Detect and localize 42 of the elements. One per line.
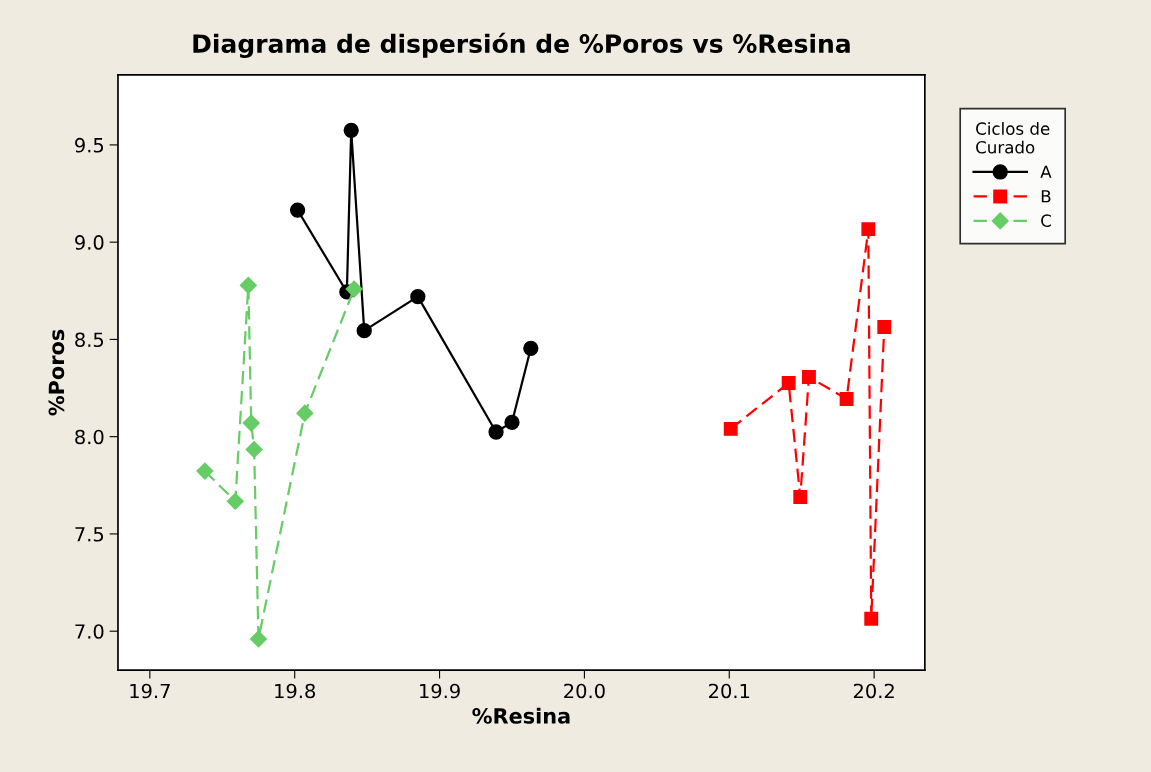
point xyxy=(245,440,263,459)
y-tick-label: 9.0 xyxy=(75,235,104,250)
point xyxy=(793,490,808,504)
point xyxy=(488,424,504,440)
legend-title: Ciclos de Curado xyxy=(976,122,1050,154)
chart-title: Diagrama de dispersión de %Poros vs %Resina xyxy=(193,32,850,59)
x-tick-label: 20.0 xyxy=(564,683,605,699)
y-tick-label: 7.0 xyxy=(75,624,104,639)
point xyxy=(249,630,268,648)
point xyxy=(877,320,892,334)
legend-label: A xyxy=(1040,165,1052,178)
point xyxy=(242,414,260,432)
legend-label: C xyxy=(1041,214,1051,227)
point xyxy=(861,222,876,237)
point xyxy=(345,280,363,298)
point xyxy=(226,492,244,510)
point xyxy=(343,122,359,138)
point xyxy=(504,414,520,430)
point xyxy=(801,370,816,384)
point xyxy=(839,391,854,406)
point xyxy=(196,462,214,480)
point xyxy=(723,421,738,436)
y-tick-label: 8.5 xyxy=(75,332,104,348)
point xyxy=(239,276,257,294)
point xyxy=(356,323,372,339)
legend-label: B xyxy=(1041,190,1051,203)
y-tick-label: 8.0 xyxy=(75,429,104,445)
point xyxy=(296,404,314,422)
point xyxy=(523,340,539,357)
point xyxy=(781,376,796,390)
point xyxy=(864,611,879,626)
x-tick-label: 19.7 xyxy=(130,683,170,699)
y-tick-label: 7.5 xyxy=(75,527,104,542)
x-axis-title: %Resina xyxy=(472,707,570,724)
x-tick-label: 20.2 xyxy=(853,683,894,699)
point xyxy=(410,288,426,305)
y-axis-title: %Poros xyxy=(48,329,65,416)
x-tick-label: 19.8 xyxy=(275,683,316,699)
x-tick-label: 20.1 xyxy=(709,683,750,699)
point xyxy=(289,202,306,218)
x-tick-label: 19.9 xyxy=(420,683,460,699)
y-tick-label: 9.5 xyxy=(75,137,104,153)
